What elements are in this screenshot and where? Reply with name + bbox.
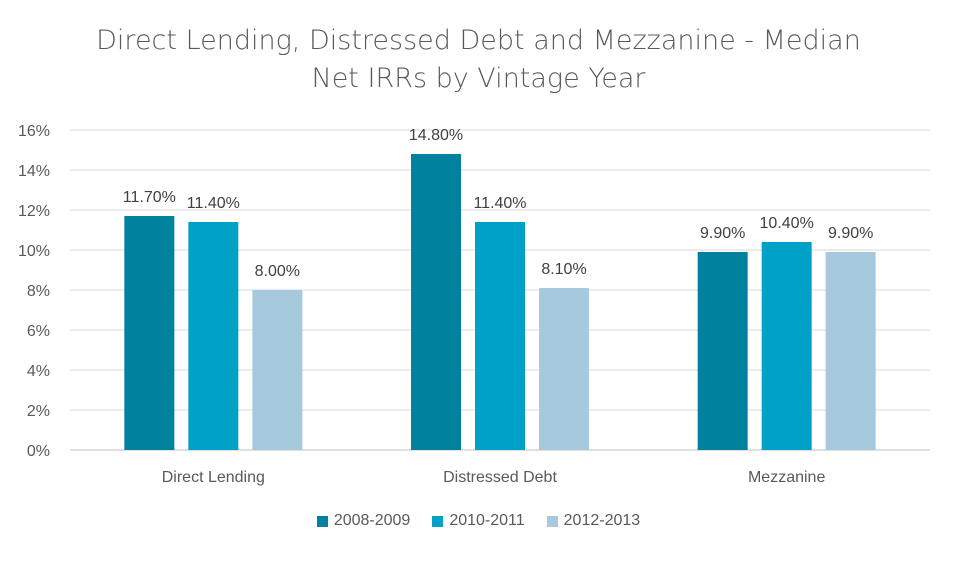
data-label: 14.80% (409, 127, 463, 144)
bar (825, 252, 876, 450)
y-tick-label: 14% (18, 163, 50, 180)
y-tick-label: 2% (27, 403, 50, 420)
y-axis: 0% 2% 4% 6% 8% 10% 12% 14% 16% (18, 123, 50, 460)
legend-label: 2012-2013 (563, 512, 641, 529)
legend-label: 2010-2011 (449, 512, 525, 529)
data-label: 8.00% (255, 263, 300, 280)
bar (411, 154, 461, 450)
x-axis: Direct Lending Distressed Debt Mezzanine (162, 469, 826, 486)
bars (124, 154, 876, 450)
y-tick-label: 4% (27, 363, 50, 380)
legend-swatch (432, 515, 444, 527)
data-label: 9.90% (828, 225, 873, 242)
chart-title-line-2: Net IRRs by Vintage Year (311, 63, 646, 94)
legend-item: 2008-2009 (316, 512, 411, 530)
legend-swatch (546, 515, 558, 527)
bar (697, 252, 748, 450)
data-labels: 11.70% 11.40% 8.00% 14.80% 11.40% 8.10% 9.90% 1… (123, 127, 874, 280)
legend-label: 2008-2009 (333, 512, 411, 529)
y-tick-label: 8% (27, 283, 50, 300)
bar (761, 242, 812, 450)
data-label: 11.40% (473, 195, 526, 212)
bar (252, 290, 303, 450)
legend-item: 2010-2011 (432, 512, 525, 530)
chart-title-line-1: Direct Lending, Distressed Debt and Mezz… (96, 25, 861, 56)
x-tick-label: Distressed Debt (443, 469, 557, 486)
chart-title: Direct Lending, Distressed Debt and Mezz… (0, 22, 957, 98)
data-label: 10.40% (760, 215, 814, 232)
y-tick-label: 16% (18, 123, 50, 140)
legend-item: 2012-2013 (546, 512, 641, 530)
bar (475, 222, 525, 450)
data-label: 11.70% (123, 189, 176, 206)
x-tick-label: Direct Lending (162, 469, 265, 486)
legend: 2008-2009 2010-2011 2012-2013 (0, 512, 957, 530)
y-tick-label: 10% (18, 243, 50, 260)
y-tick-label: 6% (27, 323, 50, 340)
data-label: 8.10% (541, 261, 586, 278)
bar (539, 288, 589, 450)
bar (188, 222, 239, 450)
x-tick-label: Mezzanine (748, 469, 825, 486)
bar (124, 216, 175, 450)
y-tick-label: 12% (18, 203, 50, 220)
data-label: 11.40% (187, 195, 240, 212)
y-tick-label: 0% (27, 443, 50, 460)
data-label: 9.90% (700, 225, 745, 242)
legend-swatch (316, 515, 328, 527)
